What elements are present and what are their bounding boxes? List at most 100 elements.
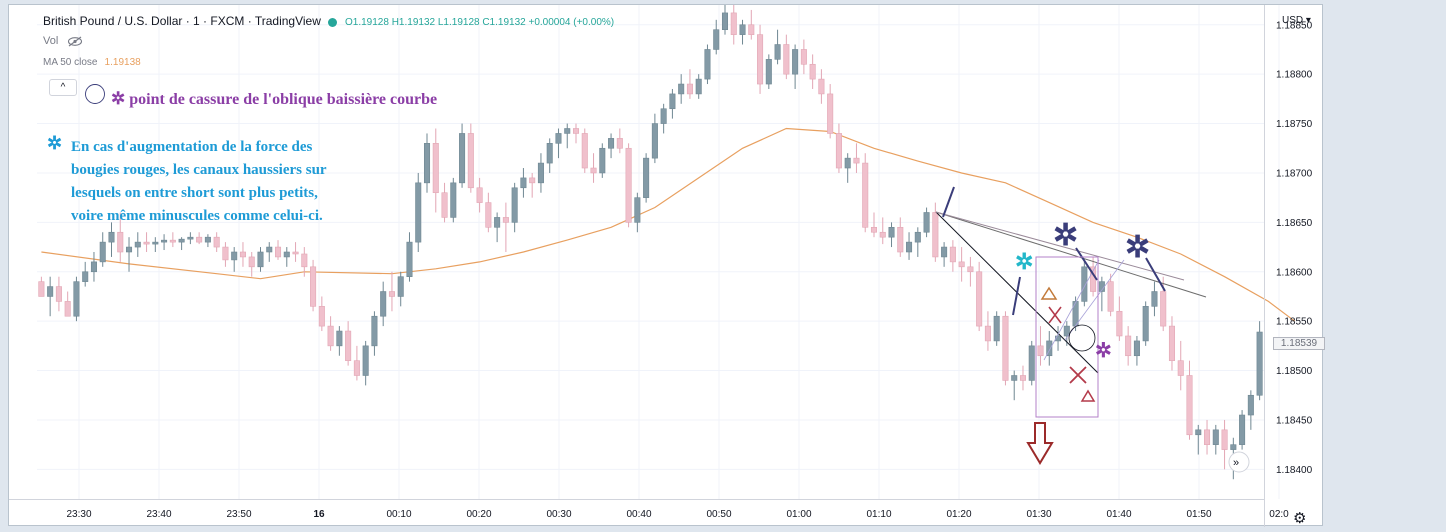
candle-body: [1221, 429, 1228, 450]
candle: [1116, 296, 1123, 341]
candle-body: [432, 143, 439, 194]
candle: [1177, 340, 1184, 391]
candle-body: [152, 241, 159, 245]
annotation-breakpoint: ✲ point de cassure de l'oblique baissièr…: [111, 89, 437, 109]
eye-hidden-icon[interactable]: [67, 36, 83, 47]
candle-body: [423, 143, 431, 184]
ohlc-values: O1.19128 H1.19132 L1.19128 C1.19132 +0.0…: [345, 17, 615, 28]
x-tick-label: 01:10: [866, 509, 891, 520]
ma50-line: [41, 127, 1296, 322]
scroll-right-button[interactable]: »: [1228, 451, 1250, 473]
y-tick-label: 1.18550: [1276, 317, 1313, 328]
candle-body: [800, 49, 807, 65]
symbol-legend[interactable]: British Pound / U.S. Dollar · 1 · FXCM ·…: [43, 14, 614, 28]
candle-body: [1028, 345, 1035, 381]
y-tick-label: 1.18750: [1276, 119, 1313, 130]
gear-icon[interactable]: ⚙: [1293, 510, 1307, 527]
candle-body: [1151, 291, 1158, 307]
candle: [879, 217, 886, 245]
candle-body: [721, 12, 729, 30]
annotation-note: En cas d'augmentation de la force des bo…: [71, 136, 327, 228]
currency-selector[interactable]: USD ▾: [1282, 15, 1311, 26]
candle: [870, 212, 878, 238]
marker-stroke: [942, 186, 955, 218]
candle: [1002, 311, 1009, 386]
candle-body: [678, 83, 685, 95]
x-tick-label: 01:30: [1026, 509, 1051, 520]
arrow-up-icon: [1026, 422, 1054, 465]
candle: [388, 271, 395, 312]
candle-body: [1037, 345, 1044, 357]
candle-body: [1133, 340, 1140, 357]
candlestick-chart[interactable]: ✲ ✲ ✲ ✲ » 1.18400 1.18450 1.18500 1.18550 1.1860…: [9, 5, 1324, 527]
candle-body: [283, 251, 290, 258]
candle: [310, 259, 317, 312]
candle-body: [1142, 306, 1149, 342]
candle: [502, 202, 509, 252]
candle: [327, 316, 334, 351]
x-tick-label: 01:00: [786, 509, 811, 520]
candle-body: [783, 44, 790, 75]
candle: [844, 153, 851, 183]
legend-circle-marker: [85, 84, 105, 104]
candle-body: [844, 157, 851, 169]
candle-body: [879, 231, 886, 238]
candle-body: [239, 251, 246, 258]
candle: [73, 276, 80, 322]
candle: [362, 340, 369, 386]
candle: [117, 212, 124, 262]
candle-body: [485, 202, 492, 228]
ma-value: 1.19138: [104, 57, 141, 68]
candle: [967, 256, 974, 287]
candle: [537, 153, 544, 193]
candle: [1256, 321, 1263, 401]
candle-body: [529, 177, 536, 184]
candle-body: [187, 236, 194, 240]
candle: [1247, 390, 1254, 430]
candle: [450, 177, 457, 223]
candle-body: [1107, 281, 1114, 312]
candle-body: [502, 217, 509, 223]
chart-panel[interactable]: ✲ ✲ ✲ ✲ » 1.18400 1.18450 1.18500 1.18550 1.1860…: [8, 4, 1325, 527]
candle-body: [748, 24, 755, 35]
vol-legend[interactable]: Vol: [43, 35, 83, 47]
candle-body: [932, 212, 939, 258]
candle-body: [1256, 331, 1263, 396]
candle: [835, 123, 842, 173]
vol-label: Vol: [43, 35, 59, 47]
ma-label: MA 50 close: [43, 57, 98, 68]
candle-body: [345, 330, 352, 361]
marker-stroke: [1145, 257, 1166, 292]
candle: [1142, 301, 1149, 346]
candle-body: [643, 157, 650, 198]
candle: [126, 237, 133, 272]
candle-body: [572, 128, 580, 134]
candle: [634, 192, 641, 233]
candle: [572, 123, 580, 144]
collapse-legend-button[interactable]: ^: [49, 79, 77, 96]
candle-body: [1177, 360, 1184, 376]
candle-body: [248, 256, 255, 268]
candle: [993, 311, 1000, 346]
candle: [800, 39, 807, 75]
trendline-drawing: [935, 211, 1185, 281]
ma-legend[interactable]: MA 50 close 1.19138: [43, 56, 141, 68]
candle-body: [634, 197, 641, 223]
candle: [204, 234, 211, 248]
x-tick-label: 16: [313, 509, 325, 520]
candle-body: [397, 276, 404, 297]
candle: [941, 242, 948, 267]
candle: [581, 128, 588, 173]
candle: [783, 34, 790, 80]
candle: [897, 217, 904, 257]
candle-body: [467, 133, 474, 189]
candle-body: [809, 63, 816, 80]
x-tick-label: 00:40: [626, 509, 651, 520]
candle-body: [818, 78, 825, 95]
candle-body: [38, 281, 45, 297]
candle-body: [275, 246, 282, 258]
candle: [196, 232, 203, 245]
candle-body: [669, 93, 676, 110]
candle-body: [318, 306, 325, 327]
